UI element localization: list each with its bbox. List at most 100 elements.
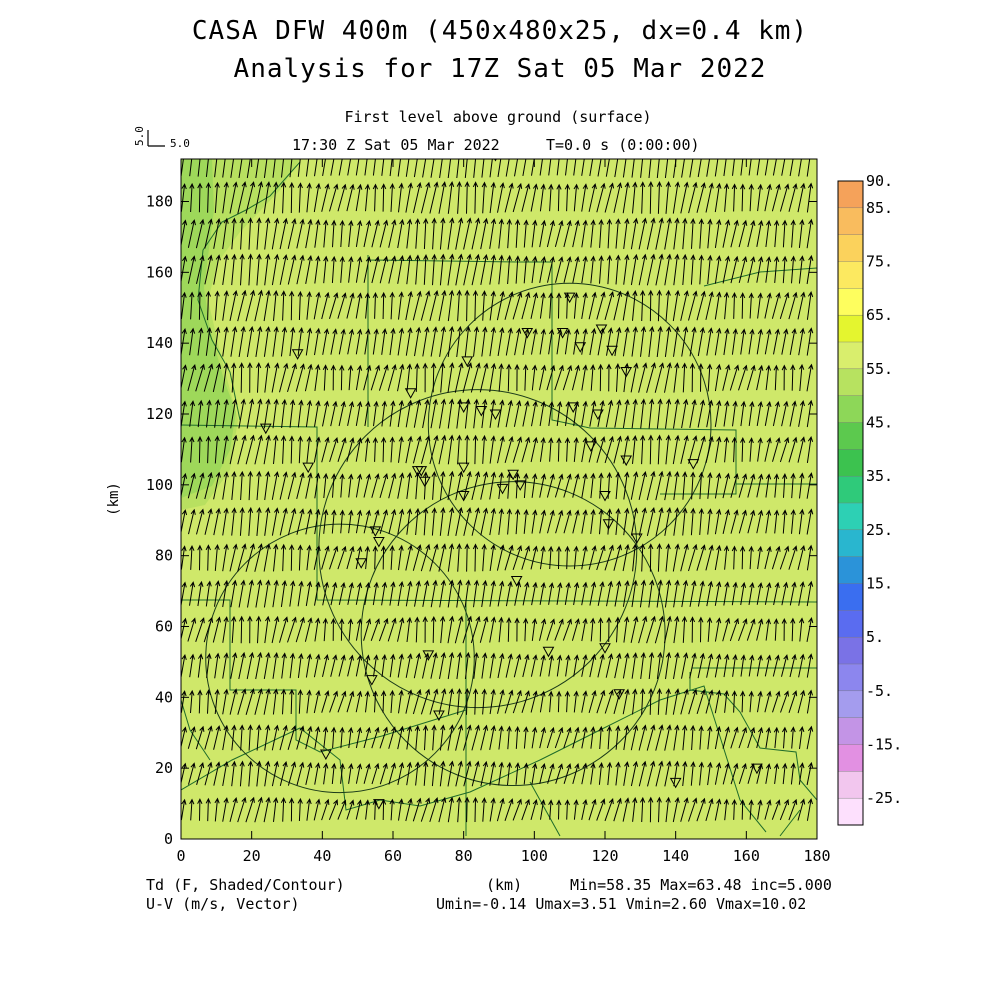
wind-vector <box>723 545 730 570</box>
wind-vector <box>247 760 254 787</box>
wind-vector <box>531 581 538 606</box>
wind-vector <box>790 472 796 499</box>
wind-vector <box>245 289 256 322</box>
wind-vector <box>214 399 221 428</box>
wind-vector <box>323 219 329 248</box>
wind-vector <box>314 159 318 177</box>
wind-vector <box>714 798 722 821</box>
wind-vector <box>187 472 196 499</box>
wind-vector <box>314 472 321 499</box>
wind-vector <box>196 254 205 285</box>
wind-vector <box>456 289 462 322</box>
wind-vector <box>422 579 430 607</box>
wind-vector <box>397 472 405 499</box>
wind-vector <box>313 182 321 213</box>
wind-vector <box>329 690 338 713</box>
wind-vector <box>665 398 672 429</box>
wind-vector <box>681 579 689 608</box>
wind-vector <box>256 760 262 787</box>
wind-vector <box>581 726 588 749</box>
station-marker <box>415 466 428 477</box>
wind-vector <box>195 472 205 499</box>
wind-vector <box>297 580 304 607</box>
wind-vector <box>738 473 748 498</box>
wind-vector <box>237 181 247 214</box>
wind-vector <box>799 363 805 392</box>
wind-vector <box>632 434 638 464</box>
wind-vector <box>505 399 513 428</box>
wind-vector <box>773 255 780 283</box>
wind-vector <box>656 159 660 179</box>
wind-vector <box>748 437 754 462</box>
wind-vector <box>323 472 329 499</box>
wind-vector <box>806 544 814 571</box>
wind-vector <box>523 509 529 534</box>
wind-vector <box>498 471 504 500</box>
wind-vector <box>779 436 790 463</box>
wind-vector <box>197 159 201 177</box>
wind-vector <box>431 760 437 787</box>
wind-vector <box>380 545 387 570</box>
wind-vector <box>397 159 401 177</box>
wind-vector <box>481 579 488 608</box>
colorbar-swatch <box>837 610 864 638</box>
wind-vector <box>264 507 271 536</box>
wind-vector <box>707 508 713 535</box>
wind-vector <box>806 508 814 535</box>
wind-vector <box>364 690 370 713</box>
wind-vector <box>790 726 796 749</box>
wind-vector <box>531 159 535 176</box>
contour-line <box>181 424 817 603</box>
station-marker <box>457 402 470 413</box>
wind-vector <box>598 725 604 750</box>
wind-vector <box>714 508 722 535</box>
wind-vector <box>680 688 689 715</box>
wind-vector <box>638 615 648 644</box>
wind-vector <box>347 582 354 605</box>
wind-vector <box>389 436 395 463</box>
colorbar-swatch <box>837 744 864 772</box>
wind-vector <box>548 400 555 426</box>
wind-vector <box>247 470 253 501</box>
wind-vector <box>364 159 368 176</box>
wind-vector <box>289 326 296 357</box>
wind-vector <box>572 726 580 749</box>
wind-vector <box>556 292 562 319</box>
wind-vector <box>504 689 514 714</box>
wind-vector <box>790 255 796 284</box>
wind-vector <box>271 724 280 751</box>
wind-vector <box>523 762 529 785</box>
wind-vector <box>781 617 787 641</box>
wind-vector <box>781 581 789 606</box>
station-marker <box>599 643 611 654</box>
station-marker <box>556 328 569 339</box>
wind-vector <box>581 509 588 534</box>
wind-vector <box>639 543 646 572</box>
wind-vector <box>222 507 229 536</box>
wind-vector <box>606 616 612 643</box>
wind-vector <box>773 328 780 355</box>
wind-vector <box>454 362 464 393</box>
wind-vector <box>330 400 338 427</box>
wind-vector <box>530 654 538 677</box>
wind-vector <box>379 255 389 284</box>
wind-vector <box>439 398 447 429</box>
wind-vector <box>504 291 514 320</box>
wind-vector <box>321 436 330 463</box>
wind-vector <box>305 327 313 356</box>
wind-vector <box>548 690 554 713</box>
wind-vector <box>329 292 339 319</box>
wind-vector <box>689 580 697 607</box>
wind-vector <box>640 181 646 214</box>
station-markers <box>259 159 763 810</box>
wind-vector <box>447 289 455 322</box>
wind-vector <box>498 218 504 249</box>
wind-vector <box>806 689 813 714</box>
wind-vector <box>447 796 454 823</box>
wind-vector <box>322 400 330 427</box>
wind-vector <box>772 159 777 176</box>
wind-vector <box>731 291 737 319</box>
wind-vector <box>205 159 209 177</box>
wind-vector <box>279 724 288 751</box>
x-tick-label: 120 <box>591 847 618 865</box>
